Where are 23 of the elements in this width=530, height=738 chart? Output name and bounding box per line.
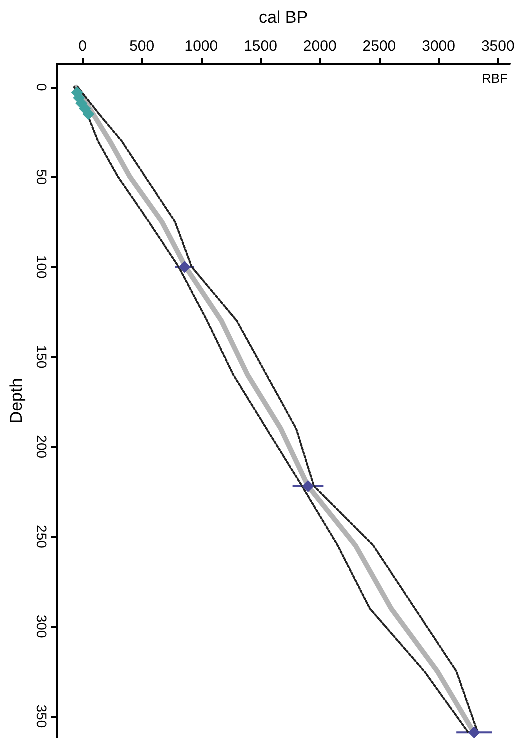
x-tick-label: 2500: [362, 38, 396, 55]
x-tick-label: 2000: [303, 38, 337, 55]
y-tick-label: 50: [34, 169, 50, 186]
x-tick-label: 3000: [422, 38, 456, 55]
y-tick-label: 350: [34, 704, 50, 728]
y-tick-label: 150: [34, 345, 50, 369]
y-tick-label: 300: [34, 614, 50, 638]
x-tick-label: 3500: [481, 38, 515, 55]
x-tick-label: 500: [130, 38, 155, 55]
x-tick-label: 1000: [184, 38, 218, 55]
point: [302, 480, 314, 492]
y-tick-label: 200: [34, 435, 50, 459]
x-tick-label: 0: [78, 38, 87, 55]
annotation: RBF: [482, 71, 508, 86]
x-tick-label: 1500: [244, 38, 278, 55]
y-tick-label: 0: [34, 83, 50, 92]
point: [178, 261, 191, 274]
x-axis-title: cal BP: [258, 8, 308, 27]
point: [468, 726, 480, 738]
point: [82, 108, 95, 120]
y-axis-title: Depth: [7, 378, 26, 424]
y-tick-label: 100: [34, 255, 50, 279]
y-tick-label: 250: [34, 525, 50, 549]
